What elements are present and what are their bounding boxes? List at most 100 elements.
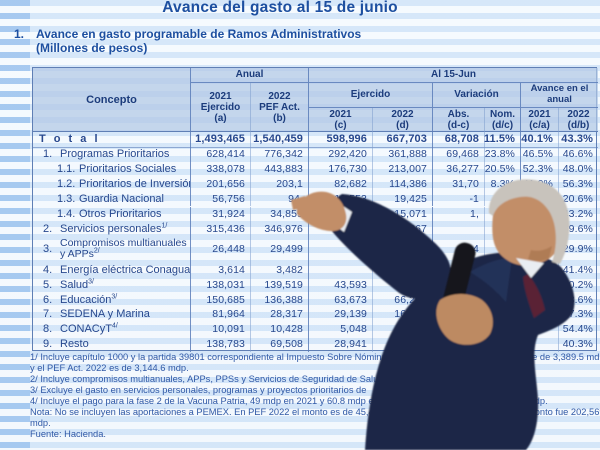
data-table: Concepto Anual Al 15-Jun 2021 Ejercido (… bbox=[32, 67, 598, 352]
footnote-line: mdp. bbox=[30, 418, 600, 429]
table-cell: 1,429 bbox=[373, 262, 433, 278]
row-label: 7. SEDENA y Marina bbox=[33, 307, 191, 322]
row-label-text: Prioritarios de Inversión bbox=[79, 178, 191, 191]
table-cell: 52.3% bbox=[521, 161, 559, 177]
table-cell bbox=[433, 221, 485, 237]
table-cell: 10,091 bbox=[191, 321, 251, 337]
table-cell: 40.3% bbox=[562, 338, 593, 351]
row-label: 1. Programas Prioritarios bbox=[33, 146, 191, 162]
header-anual: Anual bbox=[191, 68, 309, 83]
table-cell: 628,414 bbox=[191, 146, 251, 162]
header-label: (d/c) bbox=[491, 120, 514, 131]
row-label-text: Servicios personales1/ bbox=[60, 222, 168, 235]
footnotes: 1/ Incluye capítulo 1000 y la partida 39… bbox=[30, 352, 600, 440]
row-label-text: Compromisos multianuales y APPs2/ bbox=[60, 237, 187, 261]
table-row: 3. Compromisos multianuales y APPs2/26,44… bbox=[33, 236, 598, 263]
table-cell bbox=[521, 307, 559, 322]
table-cell bbox=[485, 206, 521, 222]
table-cell bbox=[309, 221, 373, 237]
footnote-marker: 1/ bbox=[161, 222, 168, 230]
header-2021-ca: 2021 (c/a) bbox=[521, 108, 559, 132]
table-row: 1.3. Guardia Nacional 56,756 94, 19,553 19,42… bbox=[33, 191, 598, 207]
table-cell: 5,669 bbox=[373, 321, 433, 337]
header-label: 2022 bbox=[391, 108, 414, 120]
row-label: 1.3. Guardia Nacional bbox=[33, 191, 191, 207]
table-cell: 28,941 bbox=[309, 336, 373, 352]
table-row: 8. CONACyT4/10,091 10,428 5,048 5,669 54.4% bbox=[33, 321, 598, 337]
table-cell: 43.3% bbox=[561, 133, 593, 146]
table-cell: 46.5% bbox=[521, 146, 559, 162]
header-label: 2021 bbox=[528, 108, 551, 120]
screen-scanlines bbox=[0, 0, 30, 450]
table-cell: 56,756 bbox=[191, 191, 251, 207]
footnote-line: y el PEF Act. 2022 es de 3,144.6 mdp. bbox=[30, 363, 600, 374]
row-label-text: Otros Prioritarios bbox=[79, 207, 162, 220]
table-cell: 315,436 bbox=[191, 221, 251, 237]
row-label: 4. Energía eléctrica Conagua bbox=[33, 262, 191, 278]
table-cell: 667,703 bbox=[373, 132, 433, 147]
header-label: Ejercido bbox=[350, 89, 391, 101]
row-number: 1.3. bbox=[57, 193, 76, 206]
table-cell: 94, bbox=[251, 191, 309, 207]
table-cell bbox=[433, 336, 485, 352]
footnote-line: Nota: No se incluyen las aportaciones a … bbox=[30, 407, 600, 418]
row-label-text: CONACyT4/ bbox=[60, 322, 118, 336]
table-cell: 48.0% bbox=[562, 163, 593, 176]
table-cell: 29,139 bbox=[309, 307, 373, 322]
table-cell: 776,342 bbox=[251, 146, 309, 162]
row-label: 1.2. Prioritarios de Inversión bbox=[33, 176, 191, 192]
table-cell: 34,859 bbox=[251, 206, 309, 222]
footnote-marker: 4/ bbox=[111, 322, 118, 330]
footnote-marker: 3/ bbox=[111, 292, 118, 300]
table-cell: 29.9% bbox=[562, 243, 593, 256]
footnote-marker: 3/ bbox=[88, 277, 94, 285]
table-cell bbox=[485, 321, 521, 337]
row-number: 4. bbox=[43, 263, 53, 276]
table-cell: 30.2% bbox=[562, 278, 593, 291]
header-ejercido: Ejercido bbox=[309, 83, 433, 108]
table-cell: 176,730 bbox=[309, 161, 373, 177]
header-label: (c) bbox=[334, 120, 347, 131]
table-cell: 201,656 bbox=[191, 176, 251, 192]
table-cell bbox=[485, 292, 521, 307]
row-label: 5. Salud3/ bbox=[33, 277, 191, 293]
footnote-text: Nota: No se incluyen las aportaciones a … bbox=[30, 407, 420, 418]
table-cell bbox=[433, 307, 485, 322]
row-number: 7. bbox=[43, 308, 53, 321]
table-cell: 443,883 bbox=[251, 161, 309, 177]
footnote-right-fragment: monto fue 202,569 bbox=[527, 407, 600, 418]
header-label: (d) bbox=[396, 120, 409, 131]
header-2021-c: 2021 (c) bbox=[309, 108, 373, 132]
table-cell: 39.6% bbox=[562, 222, 593, 235]
header-avance-anual: Avance en el anual bbox=[521, 83, 598, 108]
header-label: Ejercido bbox=[200, 101, 241, 113]
table-cell bbox=[521, 262, 559, 278]
table-cell: 54.4% bbox=[562, 323, 593, 336]
table-cell bbox=[485, 221, 521, 237]
table-cell: 5,048 bbox=[309, 321, 373, 337]
table-cell: 3,614 bbox=[191, 262, 251, 278]
table-cell: 15,071 bbox=[373, 206, 433, 222]
table-cell: 43.2% bbox=[562, 207, 593, 220]
row-label-text: T o t a l bbox=[39, 133, 100, 146]
table-cell: 598,996 bbox=[309, 132, 373, 147]
table-cell: 81,964 bbox=[191, 307, 251, 322]
table-cell bbox=[485, 236, 521, 263]
footnote-line: Fuente: Hacienda. bbox=[30, 429, 600, 440]
table-cell: 20.5% bbox=[485, 161, 521, 177]
table-row: 1.2. Prioritarios de Inversión 201,656 203,… bbox=[33, 176, 598, 192]
table-cell: 19,425 bbox=[373, 191, 433, 207]
row-number: 2. bbox=[43, 222, 53, 235]
table-cell: 41.0% bbox=[521, 176, 559, 192]
table-cell: 114,386 bbox=[373, 176, 433, 192]
table-row: 6. Educación3/150,685 136,388 63,673 66,267 4… bbox=[33, 292, 598, 307]
table-cell: 150,685 bbox=[191, 292, 251, 307]
row-label-text: Salud3/ bbox=[60, 277, 94, 291]
row-label-text: Educación3/ bbox=[60, 292, 118, 306]
table-cell: 82,682 bbox=[309, 176, 373, 192]
table-cell: 43,593 bbox=[309, 277, 373, 293]
table-row: 1. Programas Prioritarios 628,414 776,342 29… bbox=[33, 146, 598, 162]
table-cell: 292,420 bbox=[309, 146, 373, 162]
table-cell: 346,976 bbox=[251, 221, 309, 237]
table-cell: 20.6% bbox=[562, 193, 593, 206]
